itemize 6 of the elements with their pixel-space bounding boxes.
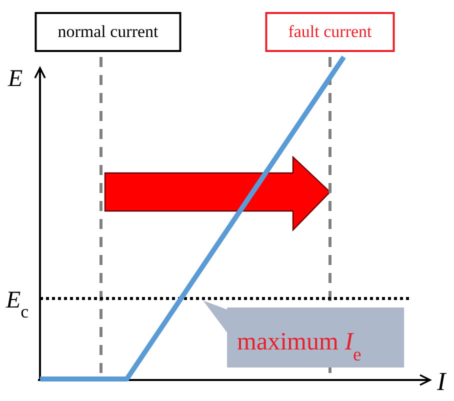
annotation: maximum I$_{e}$: [237, 328, 362, 365]
ref-line-label: E$_{c}$: [5, 288, 29, 322]
text: normal current: [58, 22, 159, 41]
x-axis-title: I: [436, 367, 447, 396]
y-axis-title: E: [7, 66, 23, 92]
text: fault current: [288, 22, 372, 41]
